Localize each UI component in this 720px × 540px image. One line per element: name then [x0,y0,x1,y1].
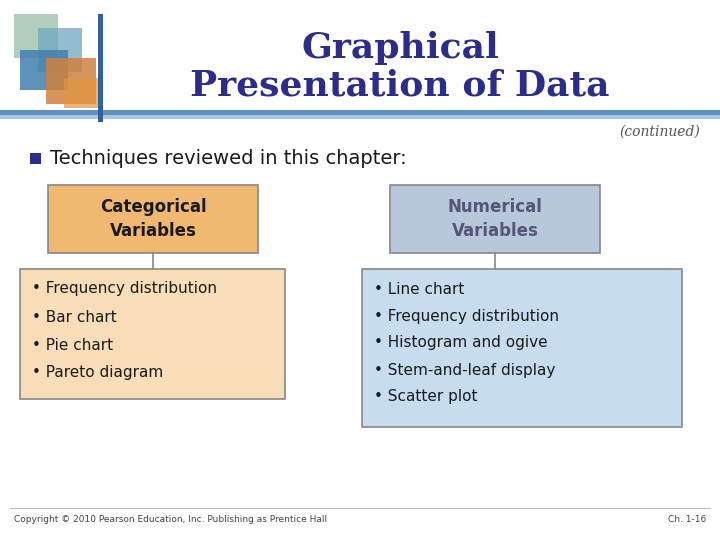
Text: Techniques reviewed in this chapter:: Techniques reviewed in this chapter: [50,150,407,168]
Text: (continued): (continued) [619,125,700,139]
Bar [30,153,41,164]
Text: • Frequency distribution: • Frequency distribution [374,308,559,323]
Bar [0,115,720,119]
Bar [20,50,68,90]
FancyBboxPatch shape [390,185,600,253]
Text: • Histogram and ogive: • Histogram and ogive [374,335,548,350]
FancyBboxPatch shape [362,269,682,427]
Text: • Scatter plot: • Scatter plot [374,389,477,404]
Text: • Stem-and-leaf display: • Stem-and-leaf display [374,362,555,377]
Text: • Line chart: • Line chart [374,281,464,296]
Bar [14,14,58,58]
Text: Presentation of Data: Presentation of Data [190,68,610,102]
Text: • Pie chart: • Pie chart [32,338,113,353]
Text: Numerical
Variables: Numerical Variables [448,198,542,240]
Text: Categorical
Variables: Categorical Variables [99,198,207,240]
Text: Ch. 1-16: Ch. 1-16 [667,516,706,524]
FancyBboxPatch shape [48,185,258,253]
Bar [0,110,720,115]
Text: • Bar chart: • Bar chart [32,309,117,325]
Text: • Frequency distribution: • Frequency distribution [32,281,217,296]
Bar [98,14,103,122]
Text: • Pareto diagram: • Pareto diagram [32,366,163,381]
FancyBboxPatch shape [20,269,285,399]
Bar [64,78,102,108]
Bar [38,28,82,72]
Text: Copyright © 2010 Pearson Education, Inc. Publishing as Prentice Hall: Copyright © 2010 Pearson Education, Inc.… [14,516,327,524]
Text: Graphical: Graphical [301,31,499,65]
Bar [46,58,96,104]
